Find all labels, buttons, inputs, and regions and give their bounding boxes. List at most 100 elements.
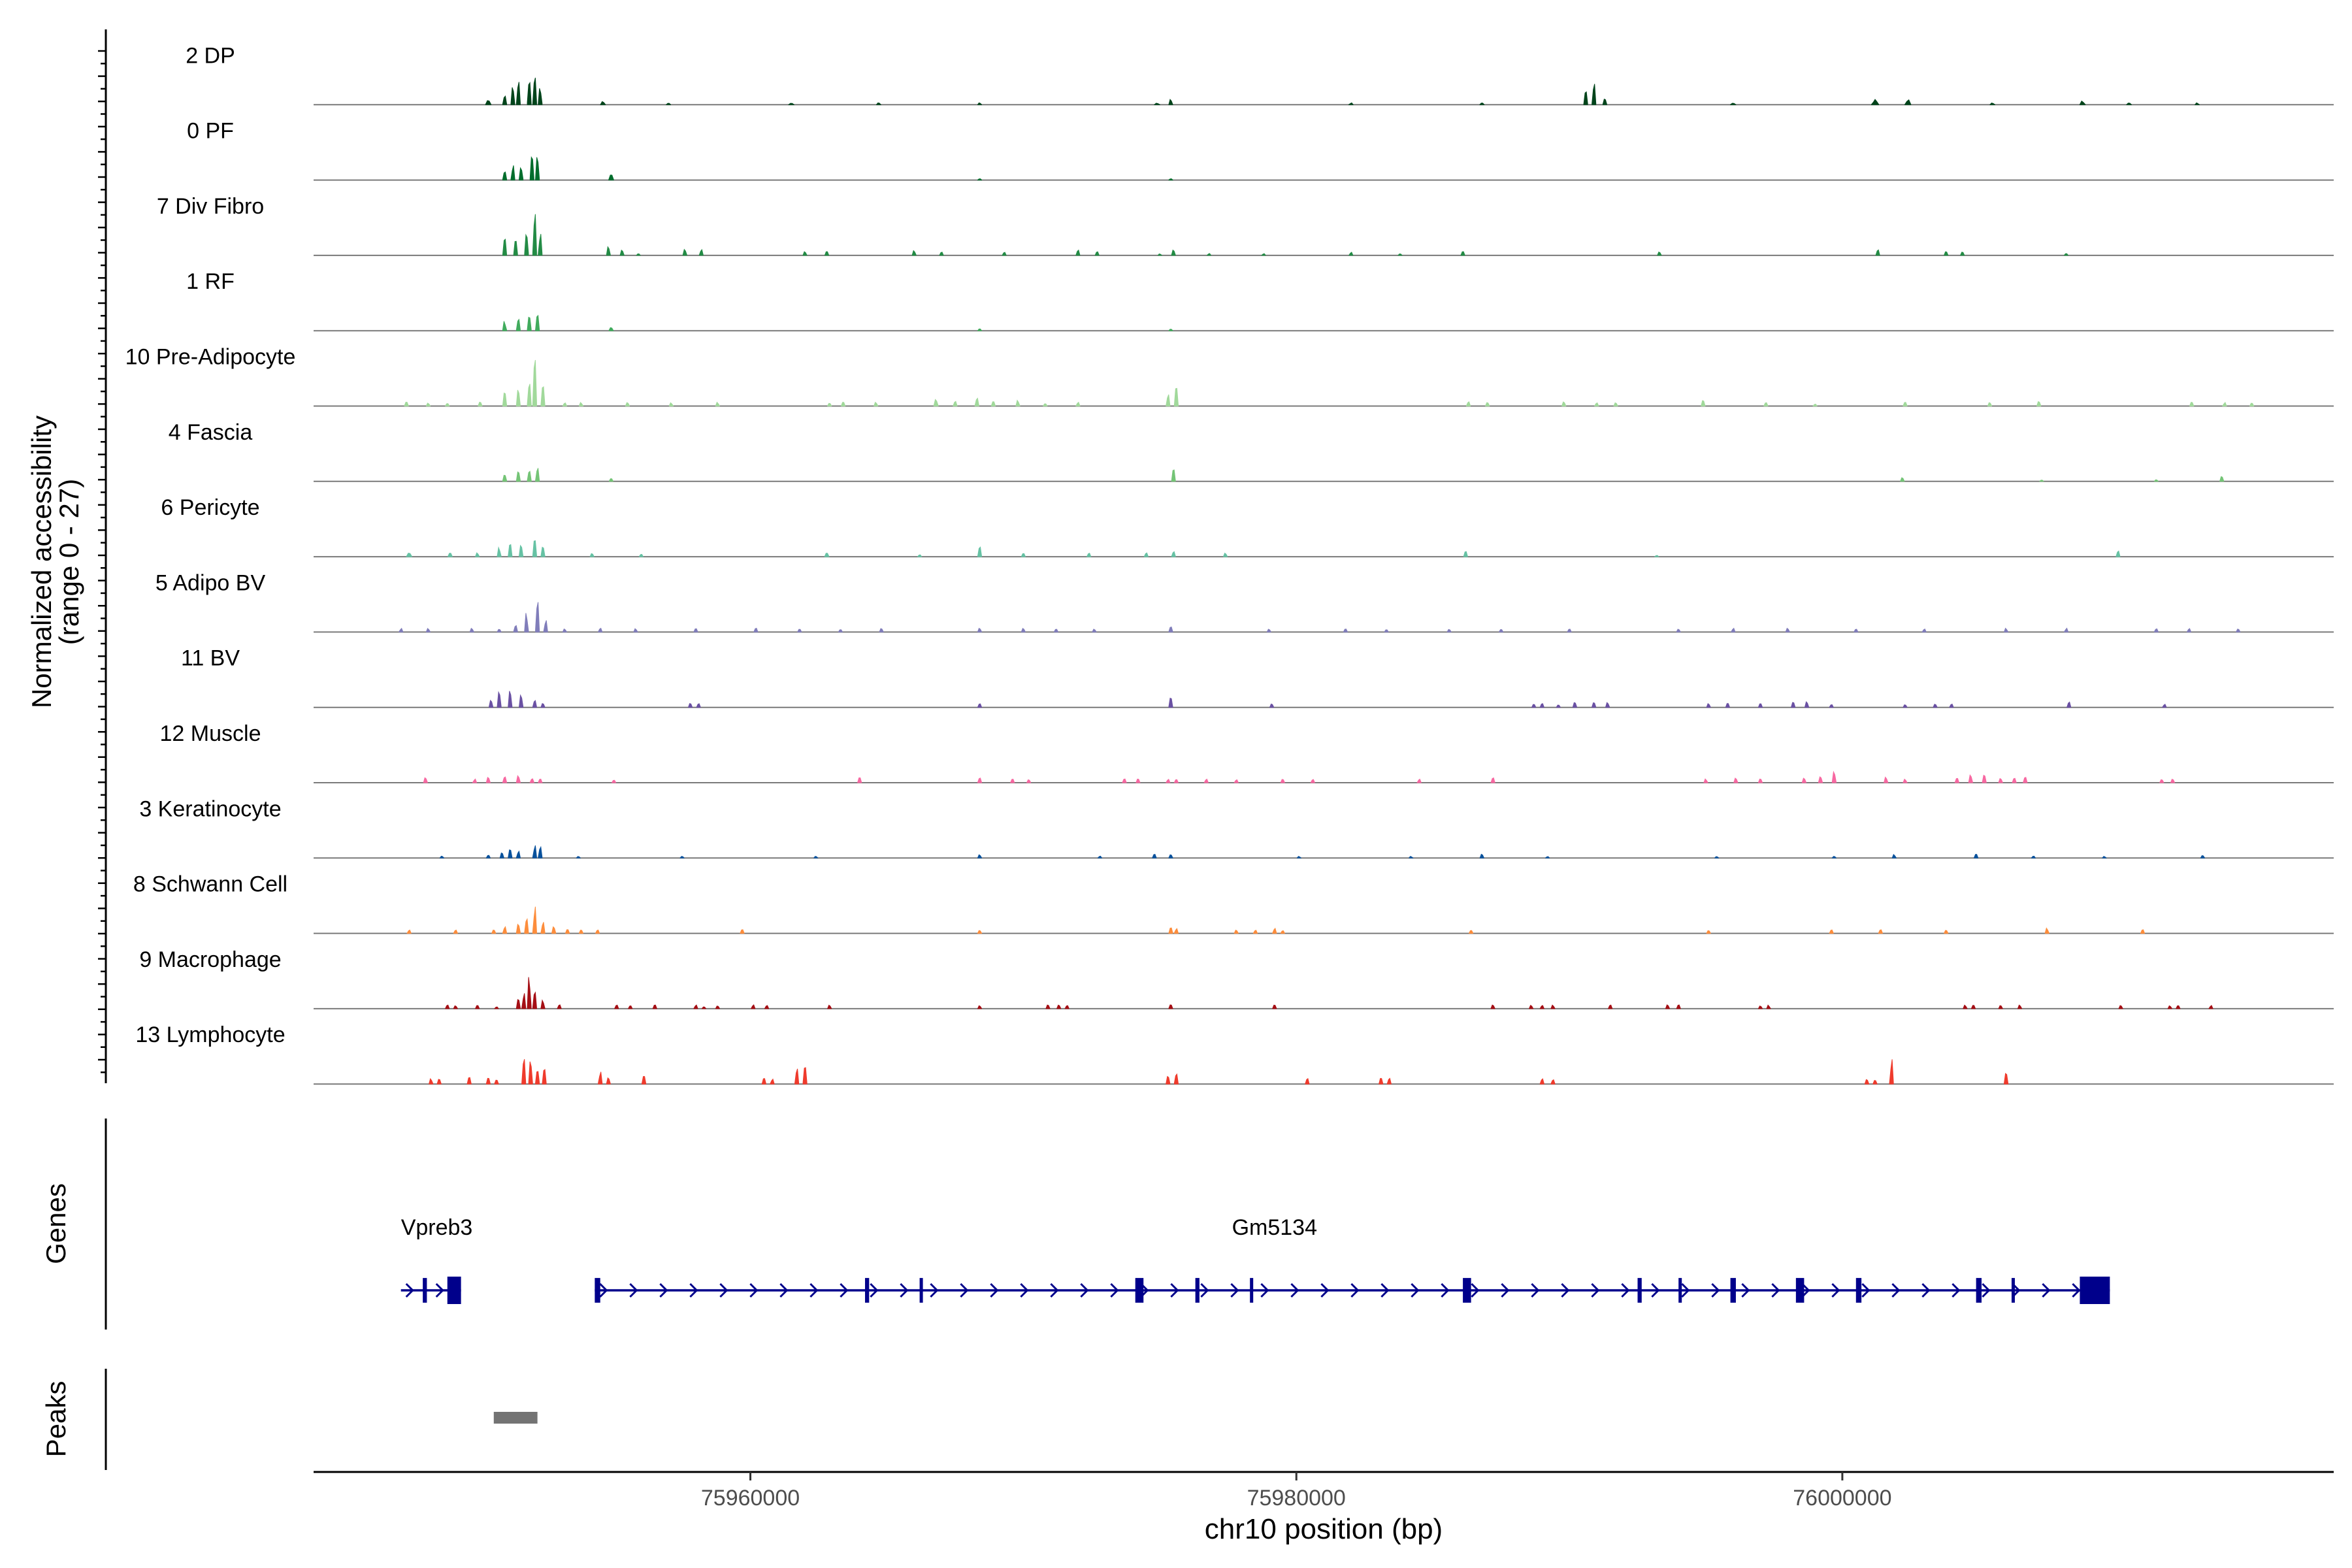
coverage-peak xyxy=(1409,856,1414,858)
coverage-peak xyxy=(2066,701,2072,708)
track-0-pf: 0 PF xyxy=(187,119,2334,181)
coverage-peak xyxy=(1485,402,1490,406)
coverage-peak xyxy=(532,360,537,406)
coverage-peak xyxy=(953,400,958,406)
strand-arrow xyxy=(1170,1282,1179,1298)
coverage-peak xyxy=(1701,400,1706,406)
coverage-peak xyxy=(876,102,881,105)
track-label: 7 Div Fibro xyxy=(157,194,264,219)
coverage-peak xyxy=(1556,704,1561,708)
gene-exon xyxy=(447,1277,461,1304)
coverage-peak xyxy=(502,171,508,181)
coverage-peak xyxy=(1075,249,1081,256)
strand-arrow xyxy=(900,1282,909,1298)
coverage-peak xyxy=(608,327,614,331)
coverage-peak xyxy=(1460,251,1465,256)
coverage-peak xyxy=(1531,704,1537,708)
coverage-peak xyxy=(515,471,521,482)
track-9-macrophage: 9 Macrophage xyxy=(139,947,2334,1009)
coverage-peak xyxy=(1166,394,1171,406)
strand-arrow xyxy=(1020,1282,1029,1298)
coverage-peak xyxy=(515,850,521,858)
coverage-peak xyxy=(825,251,829,256)
gene-models: Vpreb3 Gm5134 xyxy=(400,1215,2110,1304)
coverage-peak xyxy=(1203,778,1209,783)
coverage-peak xyxy=(1043,403,1048,406)
coverage-peak xyxy=(802,1067,808,1085)
coverage-peak xyxy=(606,246,611,256)
strand-arrow xyxy=(1651,1282,1660,1298)
coverage-peak xyxy=(502,238,507,256)
coverage-peak xyxy=(977,854,982,858)
coverage-peak xyxy=(535,157,540,181)
coverage-peak xyxy=(1168,329,1173,331)
strand-arrow xyxy=(1741,1282,1750,1298)
coverage-peak xyxy=(1733,777,1739,783)
coverage-peak xyxy=(1416,778,1422,783)
coverage-peak xyxy=(1305,1077,1310,1085)
coverage-peak xyxy=(794,1068,800,1085)
gene-exon xyxy=(1195,1278,1200,1303)
coverage-peak xyxy=(1002,252,1007,256)
coverage-peak xyxy=(1539,1005,1544,1009)
coverage-peak xyxy=(1171,551,1176,557)
coverage-peak xyxy=(1379,1078,1384,1085)
coverage-peak xyxy=(1122,778,1127,783)
strand-arrow xyxy=(1531,1282,1540,1298)
coverage-peak xyxy=(1878,929,1883,934)
coverage-peak xyxy=(423,777,428,783)
coverage-peak xyxy=(540,999,546,1009)
x-axis-tick-label: 75960000 xyxy=(701,1486,800,1511)
coverage-peak xyxy=(2195,102,2200,105)
coverage-peak xyxy=(1173,387,1179,406)
coverage-peak xyxy=(600,101,606,105)
gene-exon xyxy=(1678,1278,1682,1303)
strand-arrow xyxy=(840,1282,849,1298)
coverage-peak xyxy=(521,993,527,1009)
coverage-peak xyxy=(1094,251,1100,256)
coverage-peak xyxy=(614,1004,619,1009)
gene-exon xyxy=(423,1278,427,1303)
coverage-peak xyxy=(1960,252,1965,256)
track-12-muscle: 12 Muscle xyxy=(160,721,2334,783)
coverage-peak xyxy=(515,318,521,331)
coverage-peak xyxy=(1045,1004,1051,1009)
coverage-peak xyxy=(1539,703,1544,708)
coverage-peak xyxy=(1171,469,1176,482)
coverage-peak xyxy=(1725,703,1730,708)
coverage-peak xyxy=(2004,1073,2009,1085)
strand-arrow xyxy=(1801,1282,1810,1298)
coverage-peak xyxy=(1954,777,1959,783)
strand-arrow xyxy=(1080,1282,1089,1298)
track-label: 5 Adipo BV xyxy=(155,570,266,595)
track-label: 13 Lymphocyte xyxy=(135,1022,285,1047)
coverage-peak xyxy=(1998,777,2003,783)
coverage-peak xyxy=(977,627,982,632)
coverage-peak xyxy=(879,628,884,632)
coverage-peak xyxy=(1168,927,1173,934)
track-1-rf: 1 RF xyxy=(186,269,2334,332)
coverage-peak xyxy=(524,613,529,632)
coverage-peak xyxy=(1168,178,1173,181)
coverage-peak xyxy=(579,930,583,934)
coverage-peak xyxy=(1310,779,1315,783)
coverage-peak xyxy=(679,856,685,858)
coverage-peak xyxy=(1261,253,1266,256)
strand-arrow xyxy=(1711,1282,1720,1298)
coverage-peak xyxy=(466,1077,472,1085)
coverage-peak xyxy=(1731,627,1736,632)
coverage-peak xyxy=(1884,776,1889,783)
x-axis-ticks: 75960000 75980000 76000000 xyxy=(701,1472,1892,1511)
gene-exon xyxy=(1976,1278,1982,1303)
coverage-peak xyxy=(527,470,532,482)
strand-arrow xyxy=(930,1282,939,1298)
coverage-peak xyxy=(1479,103,1485,105)
coverage-peak xyxy=(1550,1079,1556,1085)
coverage-peak xyxy=(404,402,409,406)
coverage-peak xyxy=(666,103,671,105)
coverage-peak xyxy=(1944,930,1949,934)
strand-arrow xyxy=(1831,1282,1840,1298)
coverage-peak xyxy=(1592,702,1597,708)
coverage-peak xyxy=(502,776,507,783)
coverage-peak xyxy=(824,553,830,557)
